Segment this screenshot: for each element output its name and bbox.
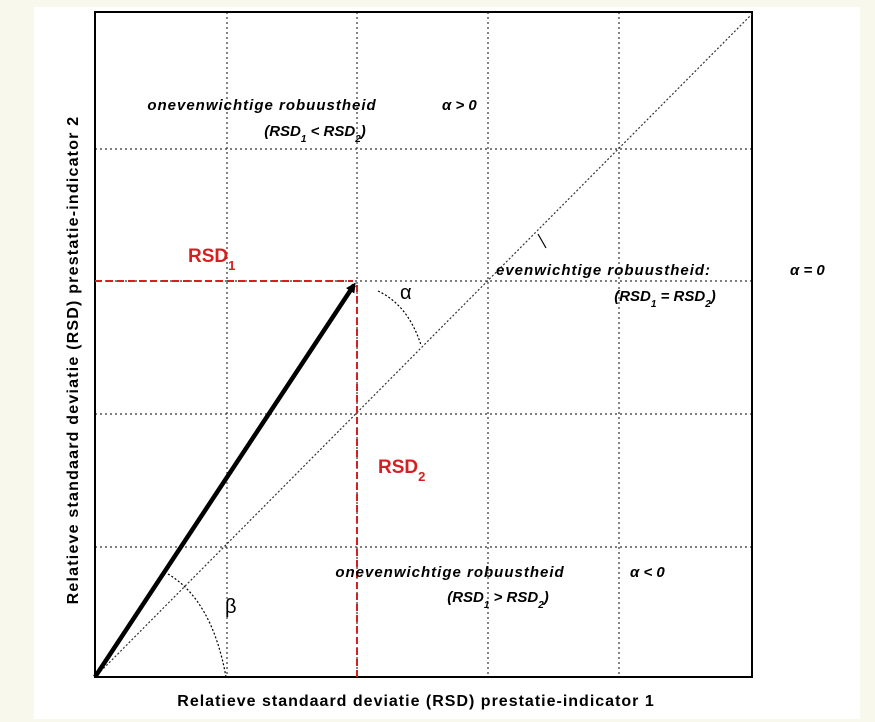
lower-region-title: onevenwichtige robuustheid: [335, 564, 564, 581]
y-axis-label: Relatieve standaard deviatie (RSD) prest…: [65, 116, 82, 605]
beta-symbol: β: [225, 596, 237, 618]
upper-region-relation: (RSD1 < RSD2): [264, 123, 366, 145]
diagonal-line: [94, 13, 753, 678]
upper-region-title: onevenwichtige robuustheid: [147, 97, 376, 114]
lower-region-relation: (RSD1 > RSD2): [447, 589, 549, 611]
rsd1-marker-label: RSD1: [188, 246, 235, 273]
plot-frame: [94, 11, 753, 678]
diagonal-region-condition: α = 0: [790, 262, 825, 279]
diagonal-callout-tick: [537, 233, 547, 249]
alpha-symbol: α: [400, 282, 412, 304]
diagonal-region-relation: (RSD1 = RSD2): [614, 288, 716, 310]
upper-region-condition: α > 0: [442, 97, 477, 114]
x-axis-label: Relatieve standaard deviatie (RSD) prest…: [177, 693, 654, 710]
rsd2-marker-label: RSD2: [378, 457, 425, 484]
grid: [95, 12, 752, 677]
alpha-angle-arc: [377, 290, 422, 346]
diagonal-region-title: evenwichtige robuustheid:: [496, 262, 711, 279]
lower-region-condition: α < 0: [630, 564, 665, 581]
rsd-vector-arrow: [93, 282, 356, 679]
beta-angle-arc: [167, 573, 227, 678]
